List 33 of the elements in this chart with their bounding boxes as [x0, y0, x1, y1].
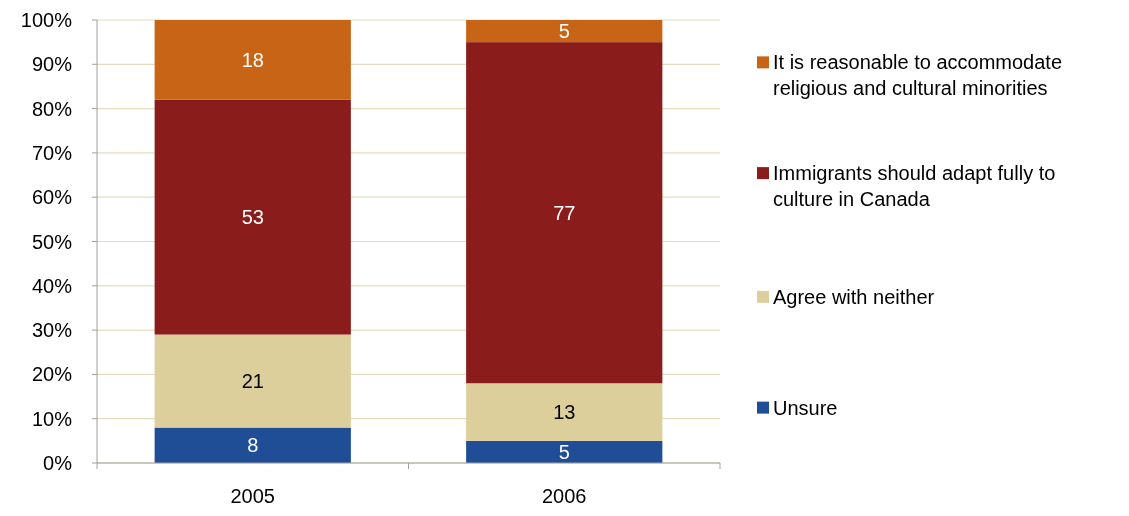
y-tick-label: 90%	[31, 53, 73, 76]
y-tick-label: 80%	[31, 97, 73, 120]
y-tick-label: 20%	[31, 363, 73, 386]
bar	[466, 42, 663, 384]
y-tick-label: 60%	[31, 186, 73, 209]
data-label: 13	[553, 401, 576, 424]
bar	[154, 427, 351, 463]
y-tick-label: 50%	[31, 230, 73, 253]
data-label: 5	[558, 20, 570, 43]
y-tick-label: 70%	[31, 141, 73, 164]
legend-label: Unsure	[773, 396, 838, 419]
bar	[154, 334, 351, 428]
data-label: 77	[553, 201, 576, 224]
data-label: 5	[558, 440, 570, 463]
legend-label: It is reasonable to accommodate religious and cultural minorities	[773, 51, 1063, 100]
y-tick-label: 40%	[31, 274, 73, 297]
data-label: 8	[247, 434, 259, 457]
bar	[154, 99, 351, 335]
data-label: 53	[241, 206, 264, 229]
x-tick-label: 2006	[542, 485, 587, 507]
legend-label: Immigrants should adapt fully to culture in Canada	[773, 162, 1056, 211]
y-tick-label: 10%	[31, 407, 73, 430]
data-label: 18	[241, 48, 264, 71]
x-tick-label: 2005	[230, 485, 275, 507]
bar	[466, 440, 663, 463]
bar	[466, 383, 663, 441]
bar	[154, 20, 351, 100]
bar	[466, 20, 663, 43]
data-label: 21	[241, 370, 264, 393]
y-tick-label: 100%	[20, 9, 73, 31]
y-tick-label: 0%	[43, 452, 73, 474]
legend-label: Agree with neither	[773, 285, 935, 308]
y-tick-label: 30%	[31, 319, 73, 342]
